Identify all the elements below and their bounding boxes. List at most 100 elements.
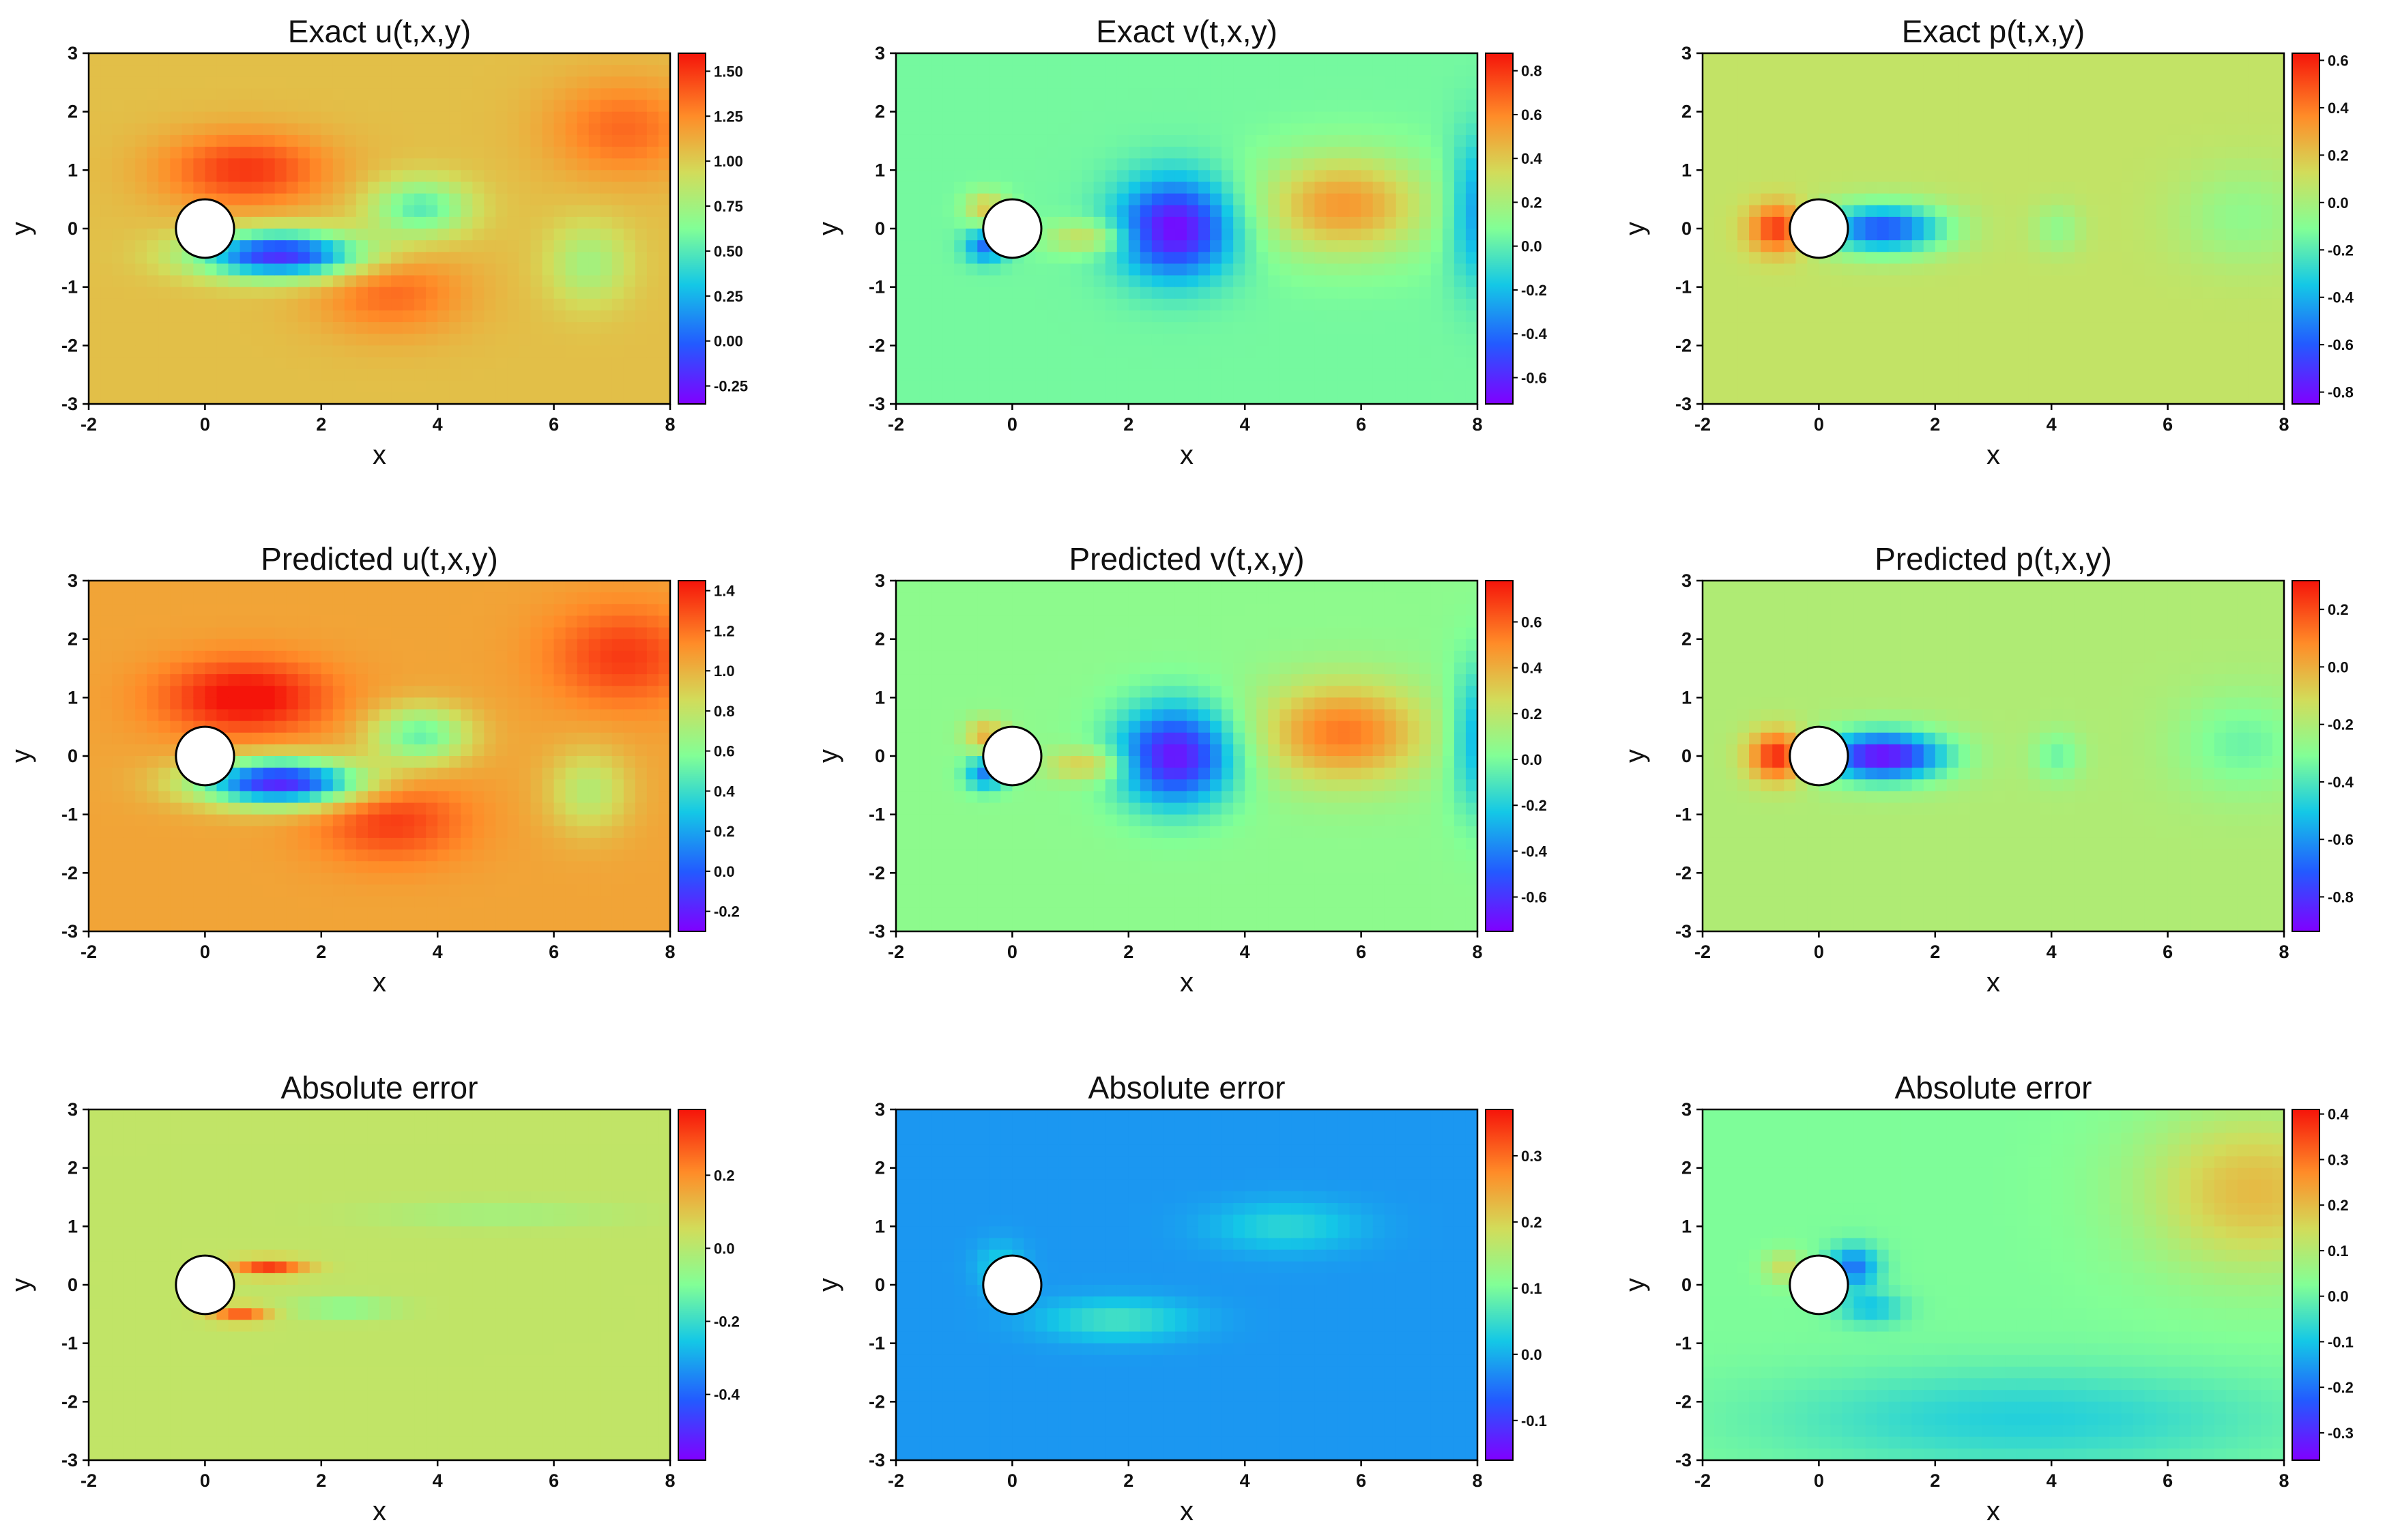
heatmap-cell [2249, 193, 2261, 206]
heatmap-cell [1430, 134, 1443, 147]
heatmap-cell [1361, 205, 1374, 218]
heatmap-cell [1981, 322, 1994, 334]
heatmap-cell [426, 193, 438, 206]
heatmap-cell [2202, 298, 2215, 311]
heatmap-cell [1877, 76, 1890, 89]
heatmap-cell [1384, 88, 1397, 101]
heatmap-cell [367, 380, 380, 393]
heatmap-cell [461, 310, 473, 323]
heatmap-cell [2249, 158, 2261, 171]
heatmap-cell [1372, 193, 1385, 206]
heatmap-cell [1888, 392, 1901, 405]
heatmap-cell [942, 111, 955, 124]
heatmap-cell [2225, 380, 2238, 393]
heatmap-cell [588, 134, 601, 147]
heatmap-cell [2017, 100, 2029, 113]
heatmap-cell [472, 205, 485, 218]
heatmap-cell [274, 263, 287, 276]
heatmap-cell [507, 193, 520, 206]
heatmap-cell [2156, 193, 2169, 206]
heatmap-cell [588, 111, 601, 124]
heatmap-cell [135, 205, 147, 218]
heatmap-cell [89, 639, 101, 652]
heatmap-cell [205, 158, 218, 171]
heatmap-cell [1058, 123, 1071, 136]
heatmap-cell [1923, 158, 1936, 171]
heatmap-cell [658, 380, 671, 393]
heatmap-cell [1784, 134, 1796, 147]
heatmap-cell [1993, 368, 2006, 381]
heatmap-cell [274, 158, 287, 171]
heatmap-cell [1842, 298, 1855, 311]
heatmap-cell [2237, 392, 2250, 405]
heatmap-cell [1198, 310, 1211, 323]
heatmap-cell [1749, 263, 1761, 276]
heatmap-cell [1969, 100, 1982, 113]
heatmap-cell [611, 123, 624, 136]
heatmap-cell [2167, 111, 2180, 124]
heatmap-cell [519, 158, 532, 171]
heatmap-cell [321, 205, 334, 218]
heatmap-cell [1454, 53, 1466, 66]
heatmap-cell [896, 134, 908, 147]
heatmap-cell [205, 368, 218, 381]
heatmap-cell [251, 88, 264, 101]
heatmap-cell [577, 170, 590, 183]
heatmap-cell [1256, 310, 1269, 323]
heatmap-cell [1035, 252, 1048, 264]
heatmap-cell [251, 345, 264, 358]
heatmap-cell [577, 100, 590, 113]
heatmap-cell [1795, 392, 1808, 405]
heatmap-cell [1372, 240, 1385, 252]
heatmap-cell [1853, 310, 1866, 323]
heatmap-cell [2086, 147, 2098, 159]
heatmap-cell [1442, 380, 1455, 393]
heatmap-cell [1442, 252, 1455, 264]
heatmap-cell [1407, 53, 1420, 66]
heatmap-cell [1314, 147, 1327, 159]
heatmap-cell [1726, 216, 1738, 229]
heatmap-cell [600, 229, 613, 241]
heatmap-cell [170, 287, 182, 300]
heatmap-cell [344, 263, 357, 276]
heatmap-cell [530, 368, 543, 381]
heatmap-cell [158, 275, 171, 288]
heatmap-cell [1303, 88, 1316, 101]
heatmap-cell [577, 134, 590, 147]
heatmap-cell [112, 181, 124, 194]
heatmap-cell [193, 76, 205, 89]
heatmap-cell [1911, 298, 1924, 311]
heatmap-cell [553, 216, 566, 229]
heatmap-cell [1000, 181, 1013, 194]
heatmap-cell [1465, 100, 1478, 113]
heatmap-cell [1465, 123, 1478, 136]
heatmap-cell [1946, 123, 1959, 136]
heatmap-cell [2098, 380, 2110, 393]
heatmap-cell [1784, 322, 1796, 334]
heatmap-cell [1361, 100, 1374, 113]
heatmap-cell [2249, 263, 2261, 276]
heatmap-cell [507, 123, 520, 136]
heatmap-cell [205, 686, 218, 698]
heatmap-cell [1314, 100, 1327, 113]
heatmap-cell [484, 229, 496, 241]
heatmap-cell [321, 322, 334, 334]
heatmap-cell [2063, 134, 2075, 147]
heatmap-cell [158, 615, 171, 628]
heatmap-cell [240, 205, 252, 218]
heatmap-cell [1105, 334, 1118, 346]
heatmap-cell [170, 65, 182, 77]
heatmap-cell [228, 298, 241, 311]
heatmap-cell [1058, 345, 1071, 358]
heatmap-cell [1407, 205, 1420, 218]
heatmap-cell [1070, 65, 1083, 77]
heatmap-cell [1116, 53, 1129, 66]
heatmap-cell [2225, 345, 2238, 358]
heatmap-cell [954, 368, 966, 381]
heatmap-cell [942, 263, 955, 276]
heatmap-cell [1703, 53, 1715, 66]
heatmap-cell [205, 919, 218, 932]
heatmap-cell [2098, 392, 2110, 405]
heatmap-cell [461, 111, 473, 124]
heatmap-cell [1419, 193, 1432, 206]
